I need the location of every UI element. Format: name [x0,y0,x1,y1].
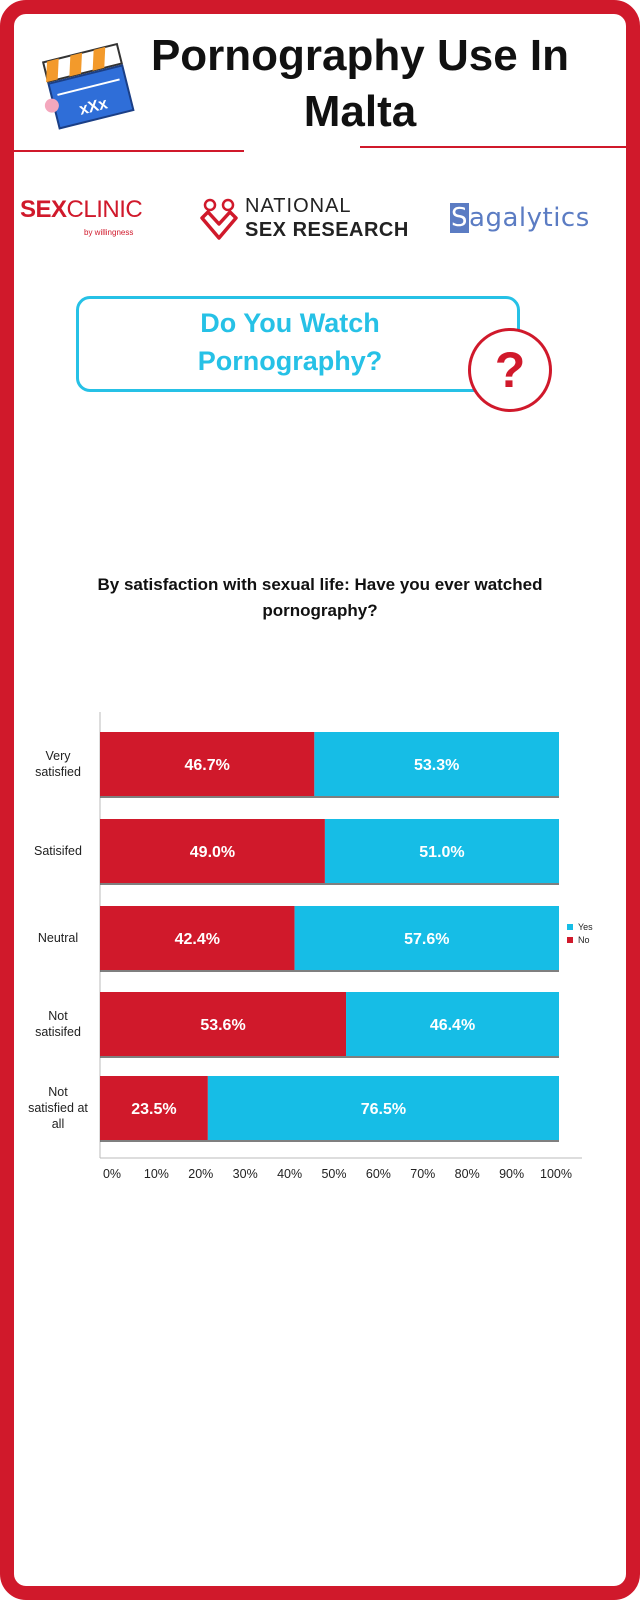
legend-swatch-yes [567,924,573,930]
data-label-no: 49.0% [190,844,235,861]
data-label-no: 53.6% [200,1017,245,1034]
chart-title-line-1: By satisfaction with sexual life: Have y… [97,575,543,594]
data-label-no: 46.7% [184,757,229,774]
bar-yes [346,992,559,1056]
question-line-2: Pornography? [197,346,383,376]
category-label: satisifed [35,1025,81,1039]
data-label-yes: 53.3% [414,757,459,774]
bar-yes [314,732,559,796]
bar-no [100,732,315,796]
x-tick-label: 10% [144,1167,169,1181]
question-line-1: Do You Watch [200,308,380,338]
legend-swatch-no [567,937,573,943]
title-line-1: Pornography Use In [150,31,570,80]
divider-right [360,146,626,148]
category-label: Not [48,1085,68,1099]
bar-no [100,906,295,970]
legend-label-no: No [578,935,590,945]
page-title: Pornography Use In Malta [140,28,580,140]
category-label: Not [48,1009,68,1023]
question-mark-icon: ? [468,328,552,412]
sexclinic-logo-part2: CLINIC [66,196,143,223]
category-label: satisfied at [28,1101,88,1115]
sagalytics-logo-initial: S [450,203,470,233]
question-box [76,296,520,392]
data-label-yes: 46.4% [430,1017,475,1034]
divider-left [0,150,244,152]
sagalytics-logo: Sagalytics [450,203,590,233]
category-label: all [52,1117,65,1131]
nsr-logo-line1: NATIONAL [245,195,352,217]
bar-no [100,819,325,883]
svg-text:xXx: xXx [78,95,110,118]
data-label-no: 23.5% [131,1101,176,1118]
data-label-yes: 76.5% [361,1101,406,1118]
x-tick-label: 30% [233,1167,258,1181]
title-line-2: Malta [303,87,417,136]
chart-title-line-2: pornography? [262,601,378,620]
sagalytics-logo-rest: agalytics [469,203,590,233]
category-label: Neutral [38,931,78,945]
category-label: Very [45,749,71,763]
category-label: Satisifed [34,844,82,858]
clapperboard-icon: xXx [41,42,135,130]
x-tick-label: 20% [188,1167,213,1181]
nsr-logo-line2: SEX RESEARCH [245,219,409,241]
sexclinic-logo-part1: SEX [20,196,67,223]
x-tick-label: 50% [321,1167,346,1181]
bar-yes [207,1076,560,1140]
data-label-yes: 51.0% [419,844,464,861]
heart-logo-icon [200,198,238,240]
x-tick-label: 80% [455,1167,480,1181]
data-label-no: 42.4% [175,931,220,948]
category-label: satisfied [35,765,81,779]
bar-yes [324,819,559,883]
legend-label-yes: Yes [578,922,593,932]
question-text: Do You Watch Pornography? [130,304,450,380]
sexclinic-logo-subtitle: by willingness [84,228,134,237]
bar-no [100,1076,208,1140]
bar-no [100,992,347,1056]
data-label-yes: 57.6% [404,931,449,948]
chart-title: By satisfaction with sexual life: Have y… [20,572,620,624]
x-tick-label: 60% [366,1167,391,1181]
x-tick-label: 0% [103,1167,121,1181]
bar-yes [294,906,559,970]
x-tick-label: 40% [277,1167,302,1181]
x-tick-label: 90% [499,1167,524,1181]
x-tick-label: 70% [410,1167,435,1181]
sexclinic-logo: SEXCLINIC [20,196,143,224]
x-tick-label: 100% [540,1167,572,1181]
